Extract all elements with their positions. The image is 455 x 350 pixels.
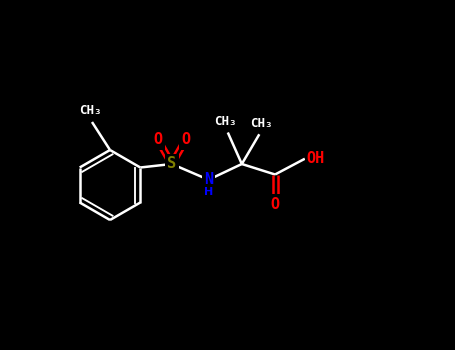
Text: CH₃: CH₃ <box>250 117 273 130</box>
Text: CH₃: CH₃ <box>215 115 237 128</box>
Text: H: H <box>204 187 213 197</box>
Text: CH₃: CH₃ <box>79 104 101 117</box>
Text: OH: OH <box>307 151 325 166</box>
Text: O: O <box>153 132 162 147</box>
Text: S: S <box>167 156 177 172</box>
Text: N: N <box>204 172 213 187</box>
Text: O: O <box>181 132 190 147</box>
Text: O: O <box>271 197 280 212</box>
